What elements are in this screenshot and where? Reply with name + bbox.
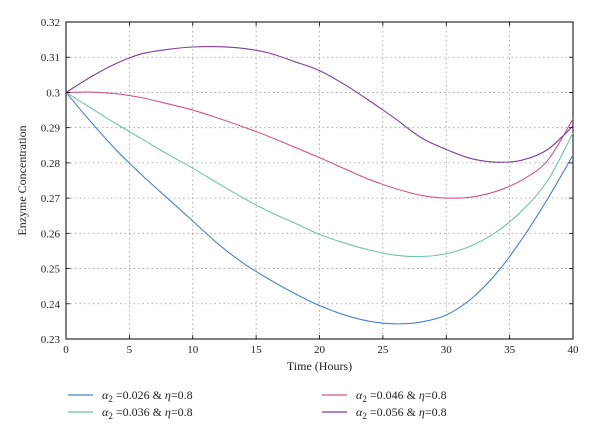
legend-label: α2 =0.036 & η=0.8 — [102, 405, 193, 421]
x-tick-label: 40 — [568, 344, 580, 356]
y-tick-label: 0.23 — [41, 334, 61, 346]
x-tick-label: 10 — [187, 344, 199, 356]
series-line-4 — [65, 45, 574, 163]
y-tick-label: 0.32 — [41, 17, 60, 29]
y-tick-label: 0.28 — [41, 158, 61, 170]
y-tick-label: 0.3 — [46, 87, 60, 99]
y-tick-label: 0.25 — [41, 264, 61, 276]
series-lines — [65, 45, 574, 325]
series-line-1 — [65, 92, 574, 325]
legend-entry-1: α2 =0.026 & η=0.8 — [68, 388, 193, 404]
y-axis-label: Enzyme Concentration — [15, 125, 29, 235]
legend-entry-4: α2 =0.056 & η=0.8 — [322, 405, 447, 421]
x-tick-label: 15 — [251, 344, 263, 356]
x-tick-label: 30 — [441, 344, 453, 356]
legend-label: α2 =0.056 & η=0.8 — [356, 405, 447, 421]
series-line-2 — [65, 91, 574, 258]
y-tick-label: 0.31 — [41, 52, 60, 64]
x-tick-label: 35 — [504, 344, 516, 356]
y-tick-label: 0.27 — [41, 193, 61, 205]
x-tick-label: 0 — [63, 344, 69, 356]
ticks: 0 5 10 15 20 25 30 35 40 0.23 0.24 0.25 0.26 0.27 0.28… — [41, 17, 579, 356]
legend-entry-3: α2 =0.046 & η=0.8 — [322, 388, 447, 404]
legend: α2 =0.026 & η=0.8α2 =0.036 & η=0.8 α2 =0.… — [68, 388, 447, 421]
y-tick-label: 0.29 — [41, 123, 61, 135]
series-line-3 — [65, 91, 574, 199]
grid — [66, 22, 573, 339]
x-tick-label: 25 — [377, 344, 389, 356]
legend-label: α2 =0.026 & η=0.8 — [102, 388, 193, 404]
y-tick-label: 0.26 — [41, 228, 61, 240]
legend-label: α2 =0.046 & η=0.8 — [356, 388, 447, 404]
x-axis-label: Time (Hours) — [287, 359, 352, 373]
y-tick-label: 0.24 — [41, 299, 61, 311]
x-tick-label: 5 — [127, 344, 133, 356]
x-tick-label: 20 — [314, 344, 326, 356]
legend-entry-2: α2 =0.036 & η=0.8 — [68, 405, 193, 421]
